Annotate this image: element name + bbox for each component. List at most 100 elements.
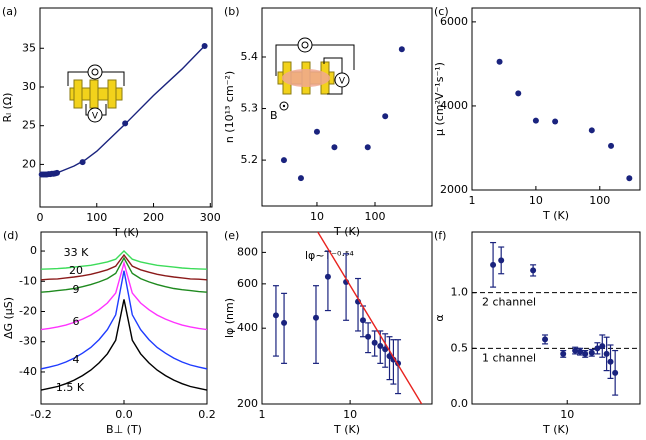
annotation: lφ~T⁻⁰·⁵⁴ xyxy=(305,249,354,262)
panel-label: (f) xyxy=(434,229,446,242)
current-source-symbol xyxy=(91,68,99,76)
data-point xyxy=(603,350,610,357)
panel-label: (c) xyxy=(434,5,449,18)
data-point xyxy=(572,347,579,354)
data-point xyxy=(324,273,331,280)
x-axis-label: T (K) xyxy=(333,423,360,436)
y-tick-label: -40 xyxy=(19,365,37,378)
y-tick-label: -10 xyxy=(19,274,37,287)
y-tick-label: 0.5 xyxy=(451,341,469,354)
data-point xyxy=(515,90,522,97)
data-point xyxy=(498,257,505,264)
wire xyxy=(312,44,355,70)
data-point xyxy=(331,144,338,151)
x-tick-label: 100 xyxy=(589,194,610,207)
voltmeter xyxy=(334,72,350,88)
data-point xyxy=(272,312,279,319)
data-point xyxy=(365,333,372,340)
data-point xyxy=(371,339,378,346)
current-source-symbol xyxy=(301,41,309,49)
flake xyxy=(282,69,330,87)
sample-leg xyxy=(73,79,83,109)
data-point xyxy=(398,46,405,53)
y-tick-label: 5.3 xyxy=(241,102,259,115)
y-axis-label: μ (cm²V⁻¹s⁻¹) xyxy=(433,62,446,136)
panel-label: (a) xyxy=(2,5,17,18)
series-label: 4 xyxy=(73,353,80,366)
data-point xyxy=(382,113,389,120)
x-tick-label: 300 xyxy=(200,211,221,224)
x-tick-label: 100 xyxy=(364,210,385,223)
x-tick-label: 0.0 xyxy=(115,408,133,421)
data-point xyxy=(312,314,319,321)
data-point xyxy=(377,342,384,349)
wire xyxy=(67,71,88,86)
y-tick-label: 1.0 xyxy=(451,286,469,299)
data-point xyxy=(390,356,397,363)
wire xyxy=(275,44,298,76)
voltmeter-label: V xyxy=(339,77,346,87)
data-point xyxy=(313,128,320,135)
x-tick-label: 10 xyxy=(529,194,543,207)
inset-circuit-a: V xyxy=(67,64,125,123)
y-axis-label: Rₗ (Ω) xyxy=(1,93,14,123)
current-source xyxy=(87,64,103,80)
data-line xyxy=(41,299,207,391)
sample-leg xyxy=(107,79,117,109)
plot-frame xyxy=(471,7,641,191)
data-point xyxy=(201,42,208,49)
y-axis-label: α xyxy=(433,314,446,321)
series-label: 33 K xyxy=(64,246,89,259)
panel-label: (b) xyxy=(224,5,240,18)
reference-label: 1 channel xyxy=(482,351,536,364)
y-tick-label: 200 xyxy=(237,397,258,410)
x-tick-label: -0.2 xyxy=(30,408,51,421)
voltmeter xyxy=(87,107,103,123)
plot-frame xyxy=(261,7,433,207)
wire xyxy=(327,87,343,95)
y-tick-label: -30 xyxy=(19,335,37,348)
plot-frame xyxy=(471,231,641,405)
y-tick-label: 30 xyxy=(22,80,36,93)
y-tick-label: 4000 xyxy=(440,99,468,112)
current-source xyxy=(297,37,313,53)
x-tick-label: 10 xyxy=(310,210,324,223)
data-point xyxy=(588,127,595,134)
y-tick-label: 2000 xyxy=(440,183,468,196)
data-line xyxy=(41,260,207,331)
data-point xyxy=(79,159,86,166)
data-point xyxy=(560,350,567,357)
y-tick-label: 5.2 xyxy=(241,153,259,166)
y-tick-label: 600 xyxy=(237,277,258,290)
data-point xyxy=(386,353,393,360)
y-tick-label: 0.0 xyxy=(451,397,469,410)
data-point xyxy=(297,175,304,182)
plot-frame xyxy=(261,231,433,405)
x-tick-label: 200 xyxy=(143,211,164,224)
panel-label: (e) xyxy=(224,229,239,242)
data-point xyxy=(359,317,366,324)
data-point xyxy=(577,348,584,355)
data-point xyxy=(496,58,503,65)
voltmeter-label: V xyxy=(92,112,99,122)
inset-circuit-b: V B xyxy=(270,37,355,122)
data-point xyxy=(281,319,288,326)
x-tick-label: 10 xyxy=(343,408,357,421)
wire xyxy=(102,71,125,86)
data-point xyxy=(280,157,287,164)
field-symbol-dot xyxy=(282,104,286,108)
data-point xyxy=(530,267,537,274)
y-tick-label: 25 xyxy=(22,119,36,132)
data-point xyxy=(608,142,615,149)
x-tick-label: 1 xyxy=(259,408,266,421)
field-label: B xyxy=(270,109,278,122)
y-tick-label: 20 xyxy=(22,157,36,170)
y-tick-label: 5.4 xyxy=(241,50,259,63)
data-point xyxy=(542,336,549,343)
data-point xyxy=(122,120,129,127)
data-line xyxy=(41,250,207,270)
x-tick-label: 10 xyxy=(560,408,574,421)
data-line xyxy=(41,270,207,370)
data-point xyxy=(382,346,389,353)
